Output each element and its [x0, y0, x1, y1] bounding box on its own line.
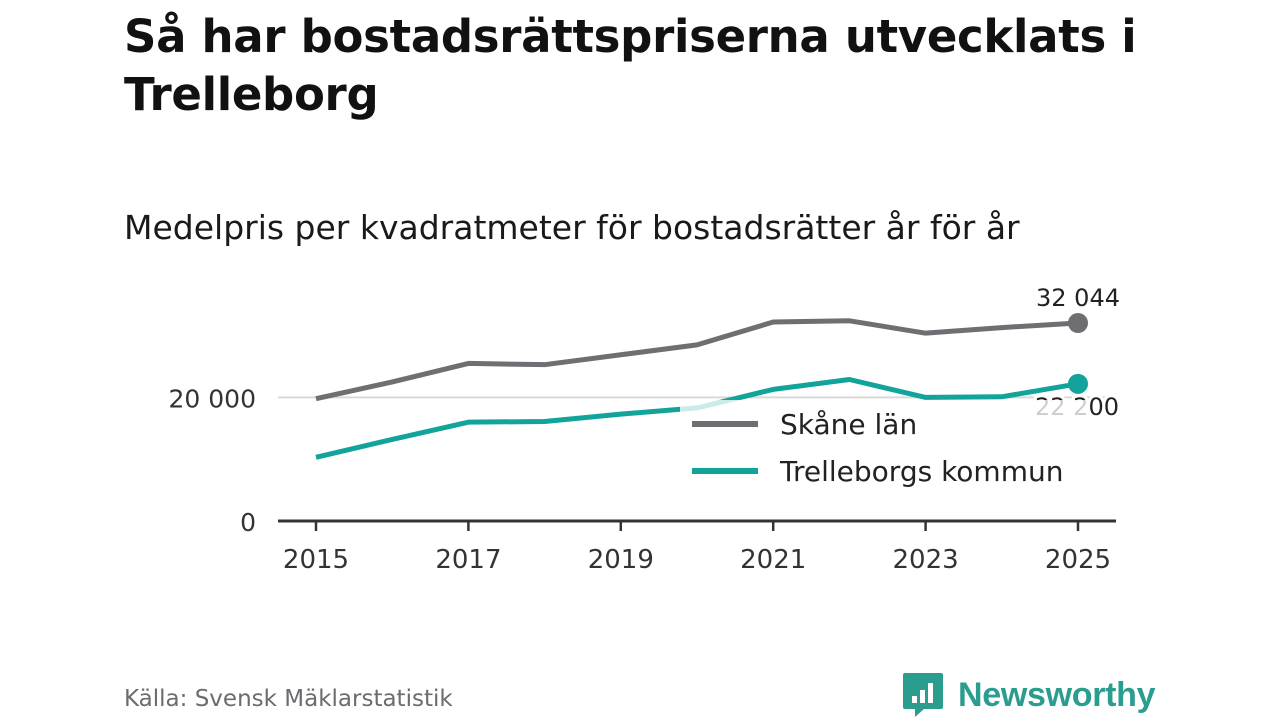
legend-backdrop: [680, 400, 1090, 500]
chart-subtitle: Medelpris per kvadratmeter för bostadsrä…: [124, 208, 1020, 247]
end-marker-skane: [1068, 313, 1088, 333]
y-tick-label: 20 000: [169, 384, 256, 413]
x-tick-label: 2025: [1045, 545, 1111, 575]
x-tick-label: 2015: [283, 545, 349, 575]
x-tick-label: 2019: [588, 545, 654, 575]
chart-title: Så har bostadsrättspriserna utvecklats i…: [124, 10, 1137, 121]
y-tick-label: 0: [240, 508, 256, 537]
series-line-skane: [315, 318, 1079, 402]
x-tick-label: 2021: [740, 545, 806, 575]
x-tick-label: 2023: [893, 545, 959, 575]
legend-label-skane: Skåne län: [780, 408, 917, 441]
end-label-skane: 32 044: [1036, 284, 1120, 312]
source-note: Källa: Svensk Mäklarstatistik: [124, 686, 453, 712]
newsworthy-logo-icon: [903, 673, 943, 717]
brand-name: Newsworthy: [958, 675, 1156, 714]
x-tick-label: 2017: [435, 545, 501, 575]
end-marker-trelleborg: [1068, 373, 1088, 394]
brand-logo: Newsworthy: [902, 672, 1156, 718]
legend-label-trelleborg: Trelleborgs kommun: [779, 455, 1063, 488]
